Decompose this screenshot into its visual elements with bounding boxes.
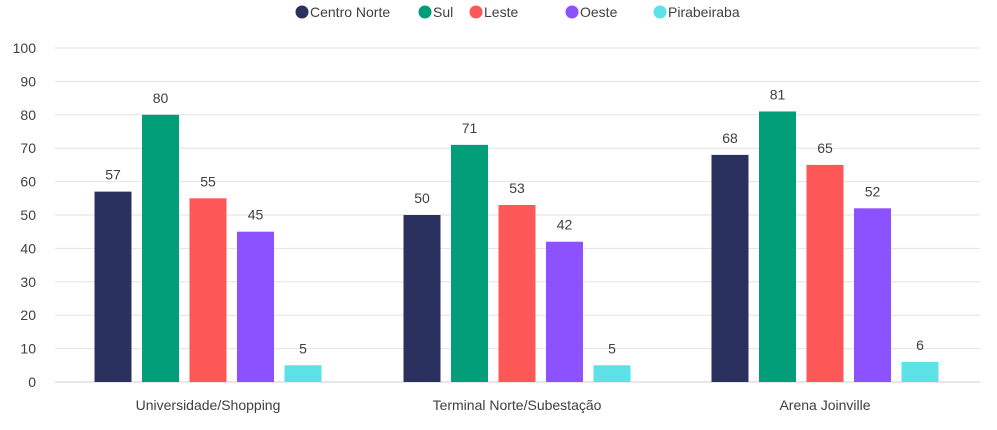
- data-label: 80: [153, 90, 169, 106]
- y-tick-label: 40: [20, 240, 36, 256]
- data-label: 71: [462, 120, 478, 136]
- bar: [806, 164, 844, 382]
- legend-item: Pirabeiraba: [653, 4, 740, 20]
- legend-label: Pirabeiraba: [668, 4, 740, 20]
- data-label: 55: [200, 173, 216, 189]
- data-label: 42: [557, 217, 573, 233]
- data-label: 5: [299, 340, 307, 356]
- legend-marker: [295, 5, 309, 19]
- bar: [593, 365, 631, 382]
- legend-label: Oeste: [580, 4, 618, 20]
- data-label: 53: [509, 180, 525, 196]
- y-tick-label: 70: [20, 140, 36, 156]
- data-label: 6: [916, 337, 924, 353]
- legend-marker: [565, 5, 579, 19]
- x-tick-label: Arena Joinville: [779, 397, 870, 413]
- legend-marker: [653, 5, 667, 19]
- y-tick-label: 10: [20, 341, 36, 357]
- legend-label: Leste: [484, 4, 518, 20]
- bar: [237, 231, 274, 382]
- y-tick-label: 80: [20, 107, 36, 123]
- data-label: 5: [608, 340, 616, 356]
- bar: [498, 204, 536, 382]
- bar: [451, 144, 488, 382]
- legend: Centro Norte Sul Leste Oeste Pirabeiraba: [295, 4, 740, 20]
- bar: [546, 241, 583, 382]
- bar: [189, 198, 227, 382]
- bars: [94, 111, 939, 383]
- data-label: 52: [865, 183, 881, 199]
- bar: [901, 361, 939, 382]
- data-label: 81: [770, 86, 786, 102]
- data-label: 50: [414, 190, 430, 206]
- legend-item: Leste: [469, 4, 518, 20]
- legend-marker: [469, 5, 483, 19]
- bar: [142, 114, 179, 383]
- y-tick-label: 90: [20, 73, 36, 89]
- x-tick-label: Terminal Norte/Subestação: [433, 397, 602, 413]
- bar: [284, 365, 322, 382]
- data-label: 57: [105, 167, 121, 183]
- data-label: 68: [722, 130, 738, 146]
- x-tick-label: Universidade/Shopping: [136, 397, 281, 413]
- bar: [711, 154, 749, 382]
- data-label: 45: [248, 207, 264, 223]
- bar: [854, 208, 891, 382]
- legend-label: Centro Norte: [310, 4, 390, 20]
- legend-item: Centro Norte: [295, 4, 390, 20]
- legend-item: Sul: [418, 4, 453, 20]
- x-axis-tick-labels: Universidade/Shopping Terminal Norte/Sube…: [136, 397, 871, 413]
- y-tick-label: 50: [20, 207, 36, 223]
- data-label: 65: [817, 140, 833, 156]
- y-tick-label: 0: [28, 374, 36, 390]
- legend-label: Sul: [433, 4, 453, 20]
- y-axis-tick-labels: 0 10 20 30 40 50 60 70 80 90 100: [13, 40, 37, 390]
- legend-marker: [418, 5, 432, 19]
- y-tick-label: 60: [20, 174, 36, 190]
- bar: [94, 191, 132, 382]
- y-tick-label: 30: [20, 274, 36, 290]
- bar: [759, 111, 796, 383]
- data-labels: 57 80 55 45 5 50 71 53 42 5 68 81 65 52 6: [105, 86, 924, 356]
- y-tick-label: 100: [13, 40, 37, 56]
- legend-item: Oeste: [565, 4, 618, 20]
- bar: [403, 215, 441, 382]
- y-tick-label: 20: [20, 307, 36, 323]
